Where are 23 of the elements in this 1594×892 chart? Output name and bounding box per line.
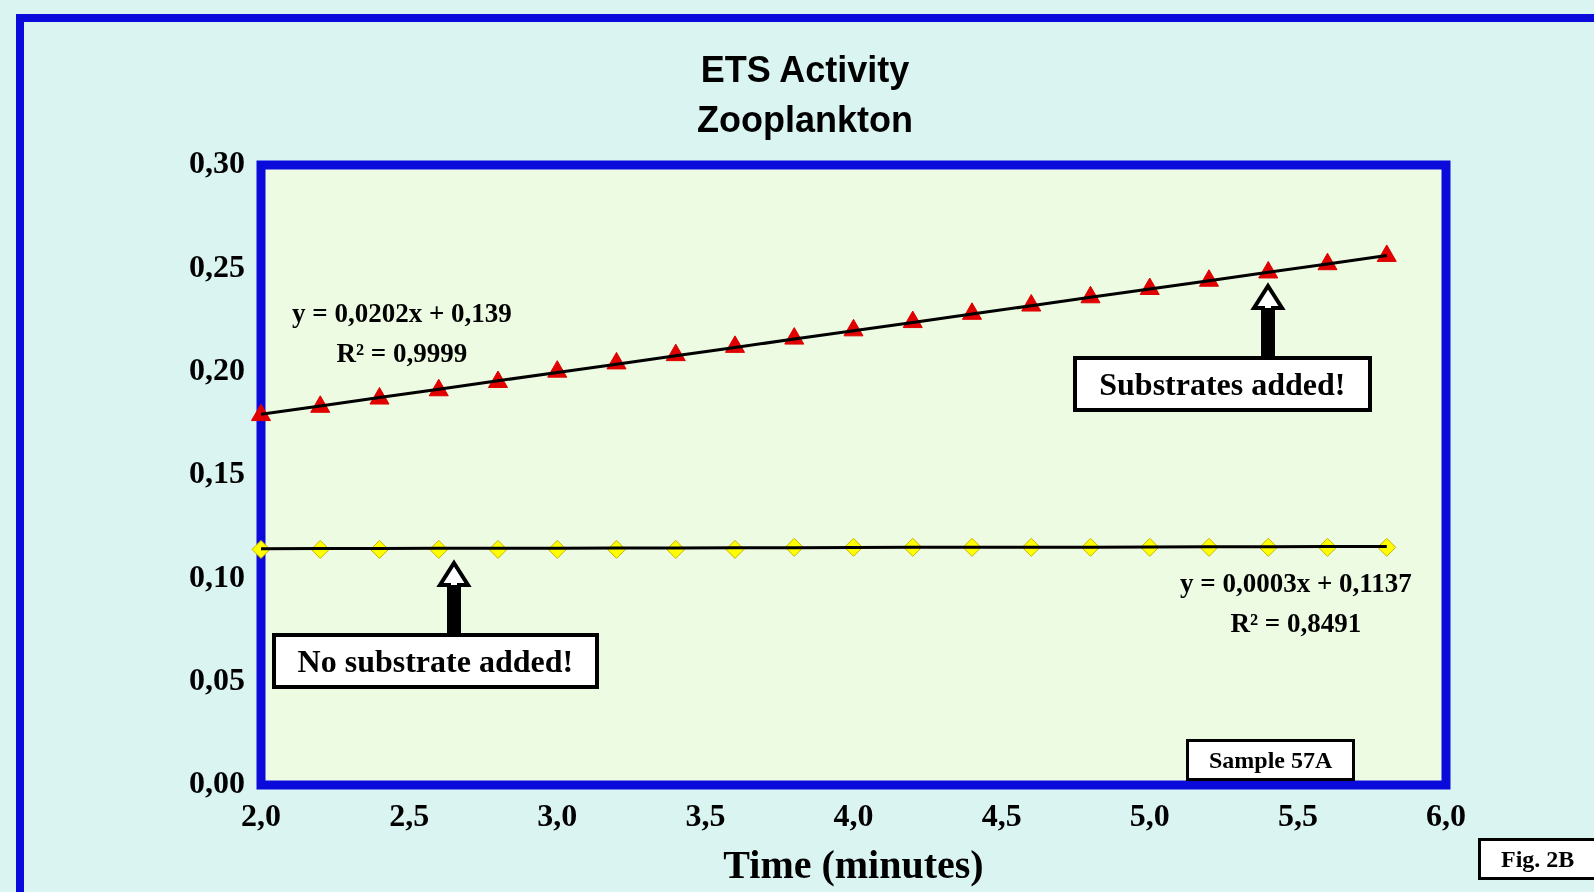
x-tick-label: 6,0 <box>1426 797 1466 834</box>
x-tick-label: 3,5 <box>685 797 726 834</box>
x-tick-label: 3,0 <box>537 797 578 834</box>
y-tick-label: 0,25 <box>189 247 245 284</box>
caption: Fig. 2B <box>1478 838 1594 880</box>
y-tick-label: 0,10 <box>189 557 245 594</box>
y-tick-label: 0,30 <box>189 144 245 181</box>
x-tick-label: 5,0 <box>1129 797 1170 834</box>
y-tick-label: 0,20 <box>189 350 245 387</box>
annotation: y = 0,0202x + 0,139 R² = 0,9999 <box>292 297 512 370</box>
y-tick-label: 0,05 <box>189 660 245 697</box>
x-tick-label: 5,5 <box>1277 797 1318 834</box>
annotation: Substrates added! <box>1073 356 1372 413</box>
text: ETS Activity <box>700 49 910 90</box>
annotation: No substrate added! <box>271 633 600 690</box>
x-tick-label: 2,5 <box>389 797 430 834</box>
x-axis-title: Time (minutes) <box>723 842 984 888</box>
annotation: Sample 57A <box>1186 739 1356 781</box>
annotation: y = 0,0003x + 0,1137 R² = 0,8491 <box>1180 567 1412 640</box>
text: Zooplankton <box>697 99 913 140</box>
x-tick-label: 4,0 <box>833 797 874 834</box>
y-tick-label: 0,15 <box>189 454 245 491</box>
x-tick-label: 4,5 <box>981 797 1022 834</box>
